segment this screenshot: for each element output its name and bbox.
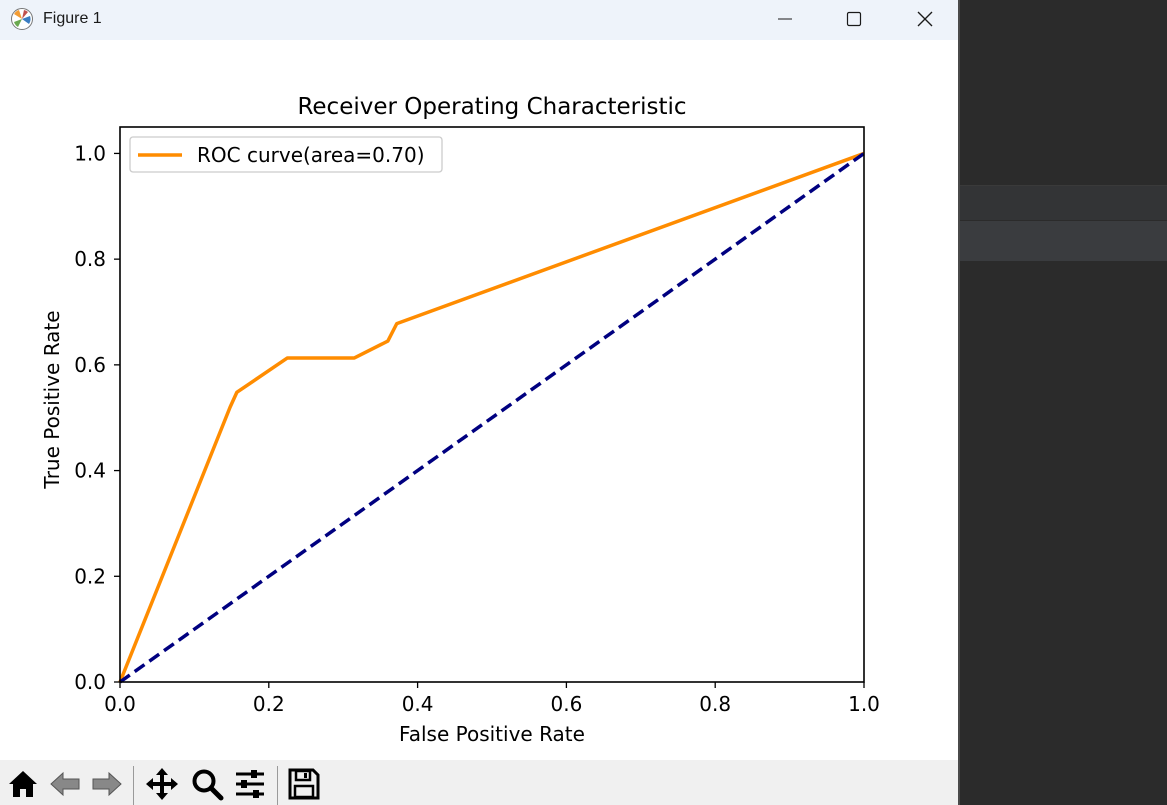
x-tick-label: 0.0	[104, 692, 136, 716]
pan-button[interactable]	[143, 764, 181, 804]
background-editor-row-highlight	[960, 221, 1167, 261]
close-button[interactable]	[890, 0, 960, 38]
window-title: Figure 1	[43, 10, 102, 27]
matplotlib-app-icon	[11, 8, 33, 30]
zoom-icon	[192, 769, 224, 801]
maximize-icon	[846, 11, 862, 27]
home-icon	[9, 771, 37, 797]
figure-window: Figure 1 Receiver Operating Characterist…	[0, 0, 960, 805]
legend-box	[129, 136, 443, 173]
y-tick-label: 1.0	[74, 141, 106, 165]
minimize-icon	[778, 18, 792, 20]
y-tick-label: 0.4	[74, 459, 106, 483]
back-icon	[50, 771, 80, 797]
save-button[interactable]	[285, 764, 323, 804]
chart-title: Receiver Operating Characteristic	[297, 94, 686, 120]
x-tick-label: 0.2	[253, 692, 285, 716]
x-tick-label: 0.6	[550, 692, 582, 716]
figure-canvas[interactable]: Receiver Operating Characteristic 0.0 0.2 0…	[0, 40, 958, 760]
y-tick-label: 0.2	[74, 564, 106, 588]
minimize-button[interactable]	[750, 0, 820, 38]
x-tick-label: 0.8	[699, 692, 731, 716]
y-tick-label: 0.0	[74, 670, 106, 694]
x-tick-label: 1.0	[848, 692, 880, 716]
forward-icon	[92, 771, 122, 797]
configure-subplots-icon	[236, 770, 264, 798]
maximize-button[interactable]	[819, 0, 889, 38]
roc-chart: Receiver Operating Characteristic 0.0 0.2 0…	[40, 94, 880, 746]
roc-curve-line	[118, 151, 865, 683]
x-tick-label: 0.4	[402, 692, 434, 716]
forward-button[interactable]	[88, 764, 126, 804]
y-tick-label: 0.8	[74, 247, 106, 271]
chance-diagonal-line	[118, 152, 866, 684]
pan-icon	[146, 768, 178, 800]
background-editor-row	[960, 185, 1167, 220]
zoom-button[interactable]	[188, 764, 226, 804]
toolbar-separator	[133, 766, 134, 805]
title-bar: Figure 1	[0, 0, 958, 40]
legend-label: ROC curve(area=0.70)	[197, 143, 425, 167]
configure-subplots-button[interactable]	[231, 764, 269, 804]
toolbar-separator	[277, 766, 278, 805]
y-axis-label: True Positive Rate	[40, 310, 64, 489]
x-axis-label: False Positive Rate	[399, 722, 585, 746]
navigation-toolbar	[0, 760, 958, 805]
save-icon	[288, 768, 320, 800]
home-button[interactable]	[4, 764, 42, 804]
close-icon	[917, 11, 933, 27]
plot-frame	[119, 126, 865, 683]
back-button[interactable]	[46, 764, 84, 804]
y-tick-label: 0.6	[74, 353, 106, 377]
background-editor-panel	[960, 0, 1167, 805]
